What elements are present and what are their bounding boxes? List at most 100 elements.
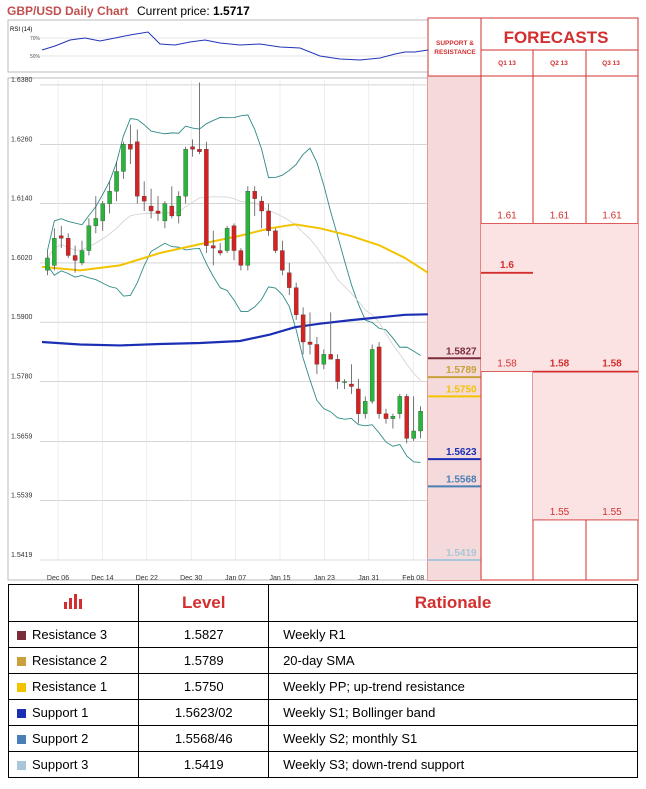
x-tick-label: Jan 15 — [269, 575, 290, 582]
candle-body — [404, 396, 409, 439]
chart-header: GBP/USD Daily Chart Current price: 1.571… — [0, 0, 428, 22]
candle-body — [65, 238, 71, 256]
candle-body — [397, 396, 403, 414]
candle-body — [45, 257, 50, 271]
level-name: Resistance 1 — [32, 679, 108, 694]
candle-body — [114, 171, 119, 192]
y-tick-label: 1.5419 — [11, 552, 33, 559]
level-name-cell: Resistance 3 — [7, 621, 140, 648]
y-tick-label: 1.5780 — [11, 374, 33, 381]
candle-body — [363, 401, 368, 414]
y-tick-label: 1.6380 — [11, 77, 33, 84]
candle-body — [121, 144, 126, 172]
sma-200-line — [41, 313, 429, 347]
table-header-level: Level — [138, 584, 270, 622]
rationale-table: Level Rationale Resistance 3 1.5827 Weekly… — [7, 584, 638, 778]
candle-body — [141, 196, 147, 202]
current-price-value: 1.5717 — [213, 4, 250, 18]
sr-column-fill — [428, 76, 481, 580]
candle-body — [266, 210, 271, 231]
candle-body — [300, 314, 306, 343]
sma-20-line — [47, 196, 421, 381]
candle-body — [321, 354, 327, 365]
forecast-quarter-q1: Q1 13 — [498, 60, 516, 67]
level-name: Support 2 — [32, 731, 89, 746]
x-tick-label: Jan 23 — [314, 575, 335, 582]
candle-body — [259, 200, 264, 212]
x-tick-label: Jan 07 — [225, 575, 246, 582]
level-label: 1.5419 — [446, 548, 477, 559]
level-name: Resistance 2 — [32, 653, 108, 668]
level-rationale: Weekly S1; Bollinger band — [268, 699, 638, 726]
x-tick-label: Dec 14 — [91, 575, 113, 582]
candle-body — [245, 191, 251, 266]
y-tick-label: 1.6260 — [11, 136, 33, 143]
current-price: Current price: 1.5717 — [137, 4, 250, 18]
level-name-cell: Resistance 1 — [7, 673, 140, 700]
candle-body — [383, 413, 389, 419]
y-tick-label: 1.5539 — [11, 493, 33, 500]
forecast-range — [481, 223, 533, 372]
candle-body — [86, 225, 92, 251]
level-swatch — [17, 709, 26, 719]
forecast-quarter-q3: Q3 13 — [602, 60, 620, 67]
level-value: 1.5568/46 — [138, 725, 270, 752]
candle-body — [238, 250, 244, 266]
level-name-cell: Resistance 2 — [7, 647, 140, 674]
level-value: 1.5623/02 — [138, 699, 270, 726]
level-label: 1.5789 — [446, 365, 477, 376]
level-rationale: Weekly S2; monthly S1 — [268, 725, 638, 752]
x-tick-label: Feb 08 — [402, 575, 424, 582]
forecast-label: 1.61 — [497, 210, 517, 221]
candle-body — [349, 383, 354, 387]
chart-title: GBP/USD Daily Chart — [7, 4, 129, 18]
candle-body — [52, 238, 57, 266]
candle-body — [100, 203, 105, 222]
candle-body — [342, 381, 347, 383]
candle-body — [217, 250, 223, 254]
level-value: 1.5419 — [138, 751, 270, 778]
y-tick-label: 1.5659 — [11, 433, 33, 440]
candle-body — [93, 218, 99, 226]
level-name: Support 3 — [32, 757, 89, 772]
table-row: Resistance 3 1.5827 Weekly R1 — [7, 621, 638, 648]
level-name: Resistance 3 — [32, 627, 108, 642]
level-value: 1.5789 — [138, 647, 270, 674]
level-swatch — [17, 631, 26, 641]
rsi-panel-frame — [7, 19, 429, 73]
forecast-label: 1.58 — [550, 359, 570, 370]
forecast-label: 1.55 — [550, 507, 570, 518]
rsi-label: RSI (14) — [10, 27, 32, 33]
candle-body — [59, 235, 64, 239]
level-value: 1.5827 — [138, 621, 270, 648]
y-tick-label: 1.5900 — [11, 314, 33, 321]
candle-body — [418, 411, 423, 432]
candle-body — [169, 205, 175, 217]
candle-body — [197, 149, 202, 152]
level-name-cell: Support 3 — [7, 751, 140, 778]
candle-body — [176, 196, 181, 217]
forecast-quarter-q2: Q2 13 — [550, 60, 568, 67]
candle-body — [148, 205, 154, 212]
candle-body — [293, 287, 299, 315]
level-name-cell: Support 1 — [7, 699, 140, 726]
candle-body — [411, 430, 416, 439]
level-label: 1.5750 — [446, 384, 477, 395]
level-label: 1.5827 — [446, 346, 477, 357]
forecast-label: 1.6 — [500, 260, 514, 271]
table-row: Support 1 1.5623/02 Weekly S1; Bollinger b… — [7, 699, 638, 726]
candle-body — [204, 149, 209, 246]
current-price-label: Current price: — [137, 4, 210, 18]
candle-body — [72, 255, 78, 261]
candle-body — [369, 349, 375, 402]
forecast-label: 1.61 — [602, 210, 622, 221]
x-tick-label: Dec 30 — [180, 575, 202, 582]
candle-body — [280, 250, 285, 271]
y-tick-label: 1.6140 — [11, 196, 33, 203]
candle-body — [128, 144, 133, 150]
price-panel-frame — [7, 77, 429, 581]
candle-body — [328, 354, 333, 360]
candle-body — [231, 225, 237, 251]
sr-label-line1: SUPPORT & — [436, 40, 474, 47]
forecast-title: FORECASTS — [504, 28, 609, 47]
